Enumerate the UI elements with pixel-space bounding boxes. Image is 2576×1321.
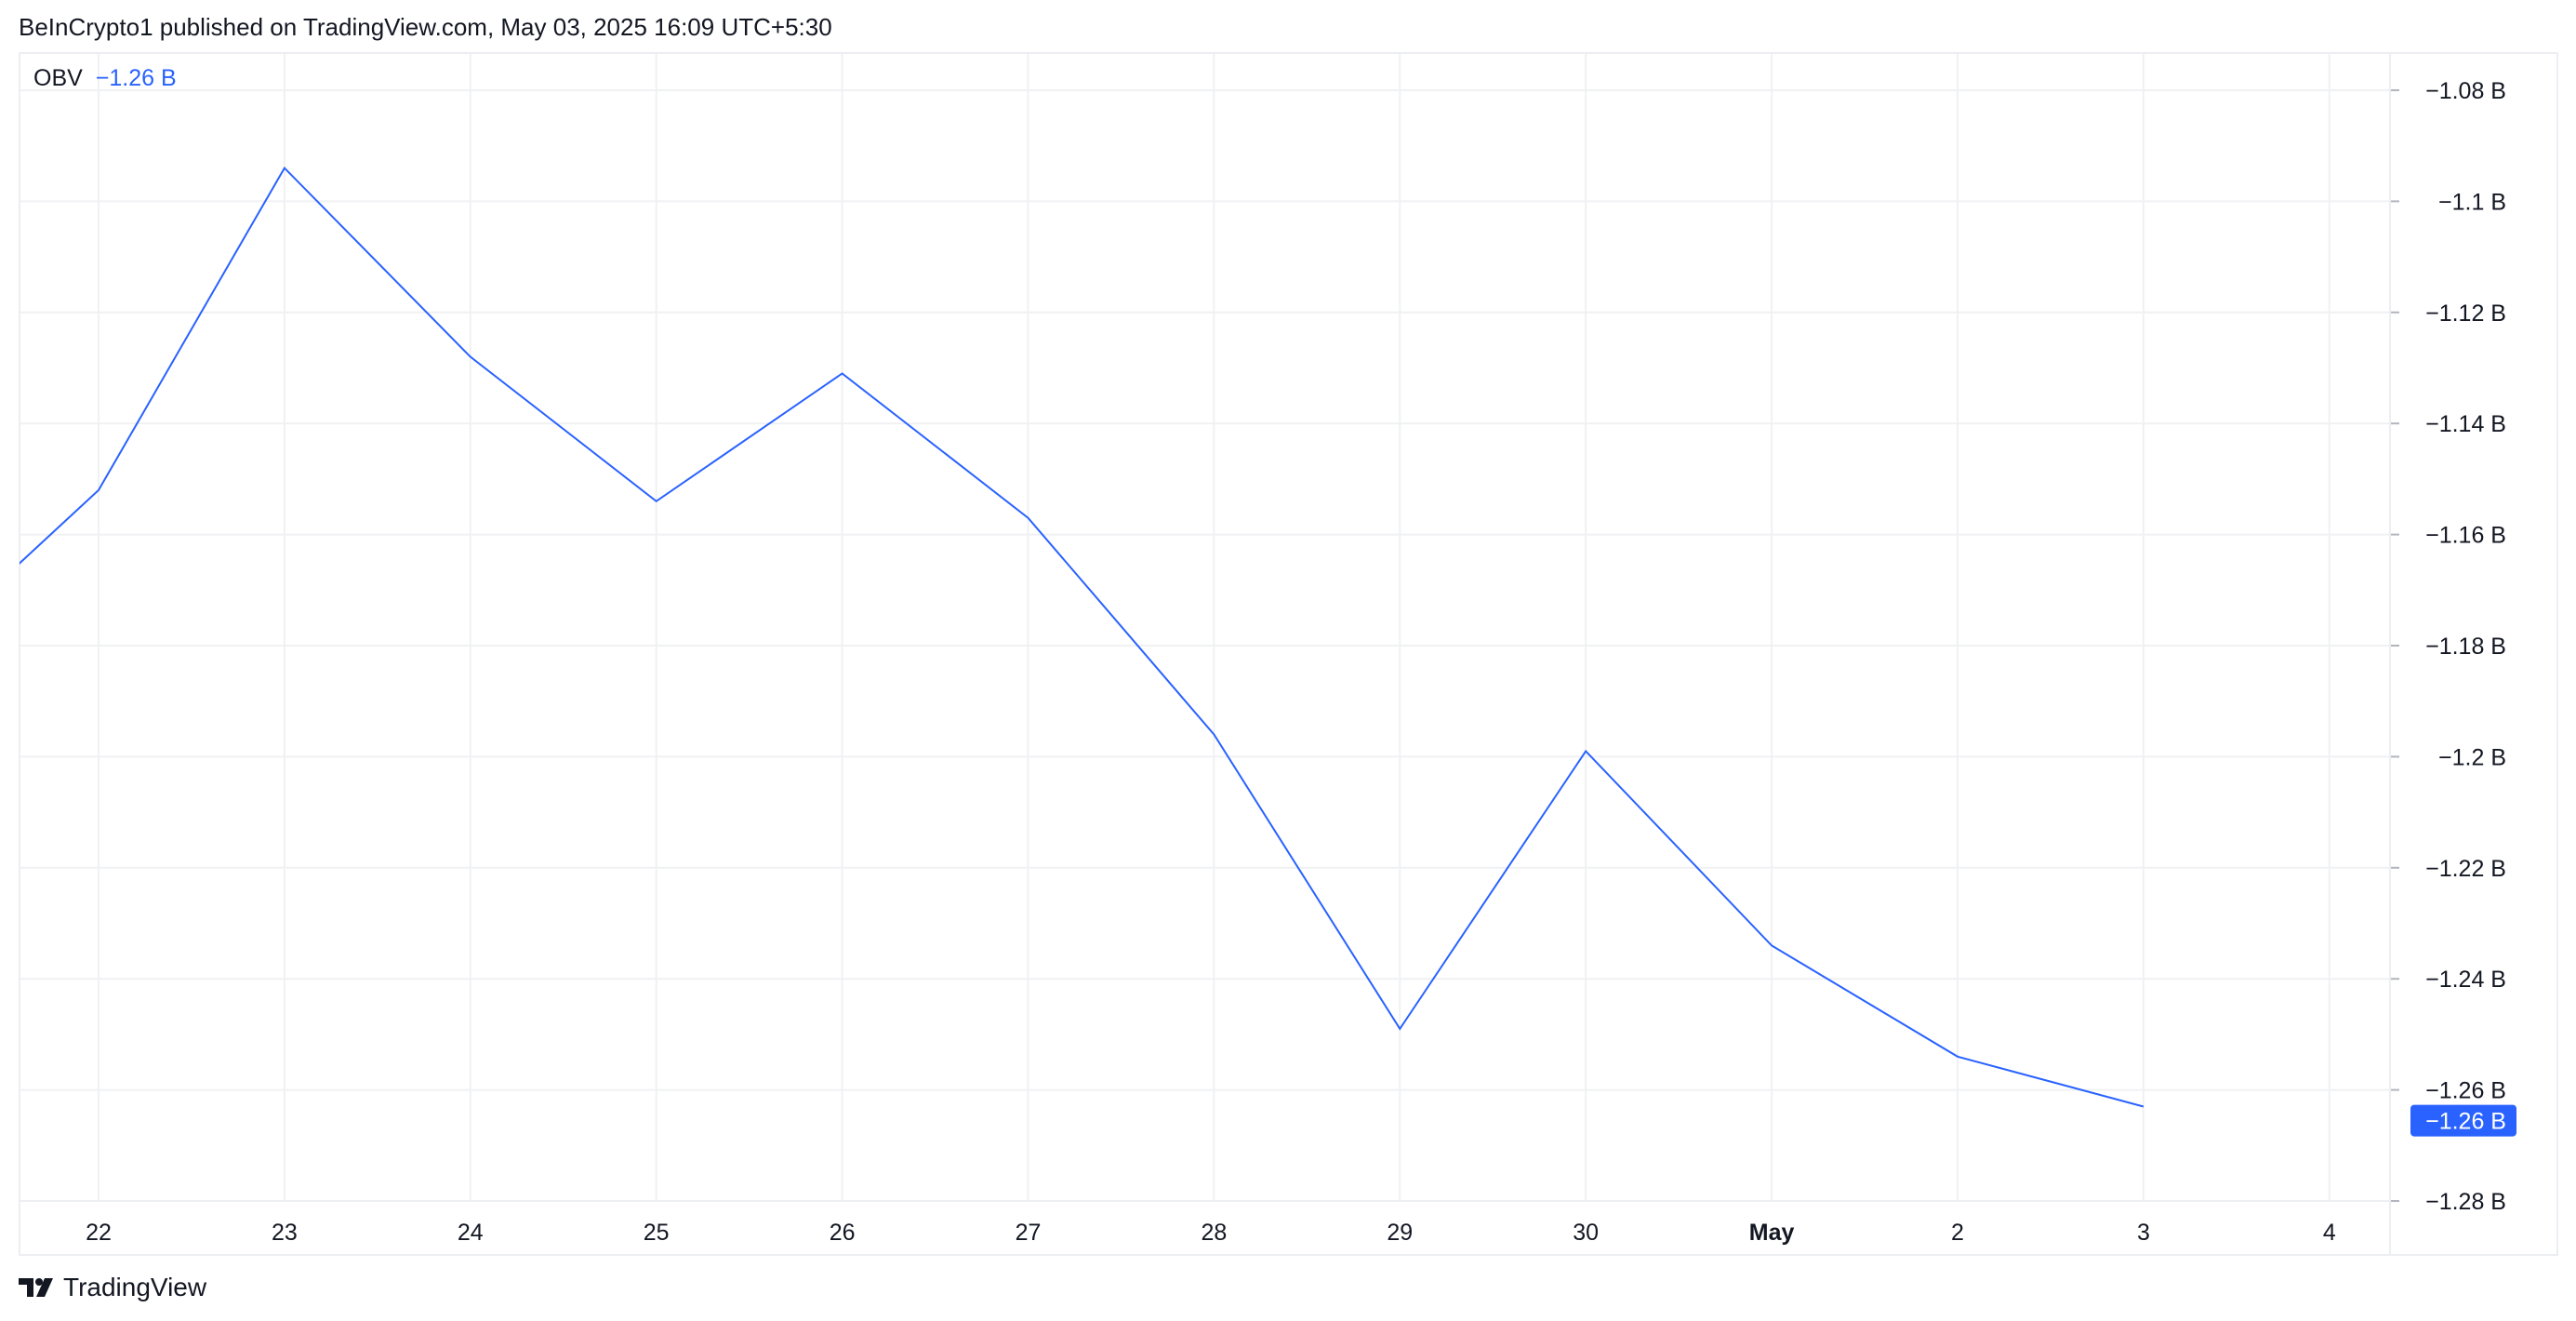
y-tick-label: −1.18 B <box>2425 634 2506 660</box>
publish-info: BeInCrypto1 published on TradingView.com… <box>19 13 832 41</box>
tradingview-logo-icon <box>19 1278 53 1297</box>
y-tick-label: −1.22 B <box>2425 856 2506 882</box>
last-value-badge <box>2410 1104 2516 1137</box>
y-tick-label: −1.2 B <box>2438 744 2506 770</box>
x-tick-label: 26 <box>830 1220 856 1246</box>
y-tick-label: −1.12 B <box>2425 300 2506 327</box>
x-tick-label: 30 <box>1573 1220 1599 1246</box>
x-tick-label: 24 <box>458 1220 484 1246</box>
indicator-value: −1.26 B <box>95 65 177 91</box>
x-tick-label: 4 <box>2323 1220 2336 1246</box>
x-tick-label: 28 <box>1201 1220 1227 1246</box>
y-tick-label: −1.24 B <box>2425 967 2506 993</box>
brand-name: TradingView <box>63 1273 207 1301</box>
tradingview-logo[interactable]: TradingView <box>19 1273 206 1302</box>
x-tick-label: 25 <box>644 1220 670 1246</box>
x-tick-label: 3 <box>2137 1220 2150 1246</box>
y-tick-label: −1.08 B <box>2425 78 2506 104</box>
x-tick-label: 27 <box>1016 1220 1042 1246</box>
indicator-legend[interactable]: OBV −1.26 B <box>33 65 177 92</box>
x-tick-label: May <box>1749 1220 1795 1246</box>
x-tick-label: 22 <box>86 1220 112 1246</box>
y-tick-label: −1.1 B <box>2438 189 2506 215</box>
x-tick-label: 2 <box>1951 1220 1964 1246</box>
y-tick-label: −1.28 B <box>2425 1189 2506 1215</box>
y-tick-label: −1.16 B <box>2425 523 2506 549</box>
y-tick-label: −1.14 B <box>2425 411 2506 437</box>
x-tick-label: 23 <box>272 1220 298 1246</box>
last-value-label: −1.26 B <box>2425 1109 2506 1135</box>
indicator-name: OBV <box>33 65 83 91</box>
x-tick-label: 29 <box>1387 1220 1413 1246</box>
y-tick-label: −1.26 B <box>2425 1078 2506 1104</box>
chart-border <box>19 52 2558 1256</box>
obv-series-line <box>20 166 2144 1108</box>
